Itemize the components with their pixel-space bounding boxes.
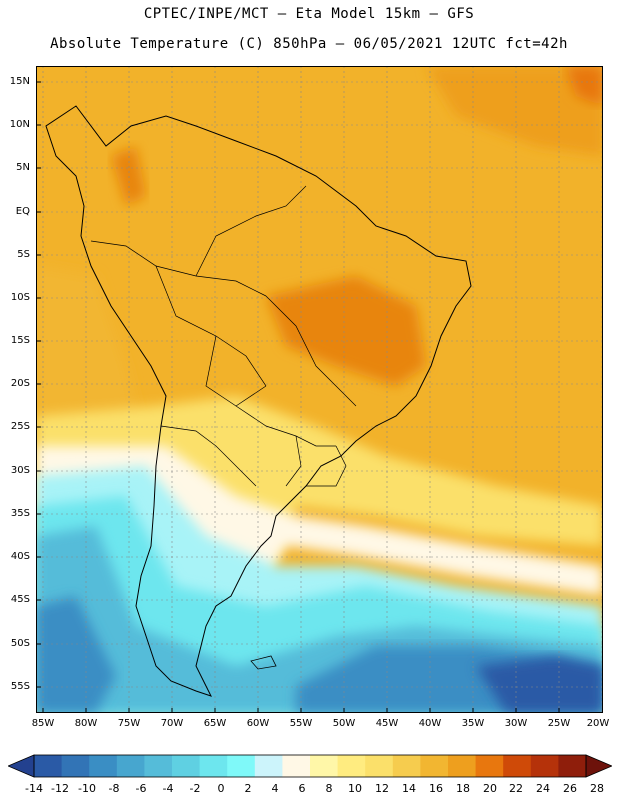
colorbar-label: 20 xyxy=(483,782,497,795)
colorbar-label: 4 xyxy=(271,782,279,795)
lon-label: 55W xyxy=(289,718,313,729)
lon-label: 35W xyxy=(461,718,485,729)
lat-label: 5S xyxy=(17,249,30,260)
lat-label: 50S xyxy=(10,638,30,649)
colorbar-cell xyxy=(34,755,63,777)
colorbar-label: -2 xyxy=(189,782,201,795)
colorbar-label: -6 xyxy=(135,782,147,795)
coldest-region xyxy=(476,656,603,713)
colorbar-outline xyxy=(8,754,612,778)
colorbar-label: -14 xyxy=(25,782,43,795)
title-line-1: CPTEC/INPE/MCT – Eta Model 15km – GFS xyxy=(143,6,475,22)
colorbar xyxy=(8,754,612,778)
warm-region-northeast xyxy=(426,66,603,156)
falkland-islands xyxy=(250,655,277,670)
lon-label: 85W xyxy=(31,718,55,729)
lat-label: 40S xyxy=(10,551,30,562)
temperature-map xyxy=(36,66,603,713)
lat-label: 5N xyxy=(16,162,30,173)
colorbar-label: 24 xyxy=(536,782,550,795)
colorbar-cell xyxy=(172,755,201,777)
colorbar-arrow-low xyxy=(8,755,34,777)
colorbar-cell xyxy=(530,755,559,777)
warm-region-brazil xyxy=(266,276,426,386)
colorbar-label: 6 xyxy=(298,782,306,795)
lon-label: 25W xyxy=(547,718,571,729)
colorbar-cell xyxy=(503,755,532,777)
lat-label: 55S xyxy=(10,681,30,692)
colorbar-label: 14 xyxy=(402,782,416,795)
lat-label: 10N xyxy=(9,119,30,130)
colorbar-cell xyxy=(310,755,339,777)
colorbar-cell xyxy=(61,755,90,777)
colorbar-cell xyxy=(199,755,228,777)
lat-label: 25S xyxy=(10,421,30,432)
map-frame xyxy=(36,66,603,713)
colorbar-cell xyxy=(337,755,366,777)
colorbar-label: -4 xyxy=(162,782,174,795)
lon-label: 80W xyxy=(74,718,98,729)
colorbar-label: 22 xyxy=(509,782,523,795)
lon-label: 20W xyxy=(586,718,610,729)
lat-label: 35S xyxy=(10,508,30,519)
colorbar-label: 26 xyxy=(563,782,577,795)
hot-region-northeast xyxy=(566,66,603,106)
lon-label: 45W xyxy=(375,718,399,729)
lon-label: 50W xyxy=(332,718,356,729)
lat-label: EQ xyxy=(15,206,30,217)
colorbar-cell xyxy=(144,755,173,777)
lon-label: 40W xyxy=(418,718,442,729)
colorbar-label: 10 xyxy=(348,782,362,795)
colorbar-arrow-high xyxy=(586,755,612,777)
colorbar-label: 0 xyxy=(217,782,225,795)
colorbar-cell xyxy=(365,755,394,777)
colorbar-cell xyxy=(420,755,449,777)
colorbar-cell xyxy=(254,755,283,777)
warm-region-colombia xyxy=(111,146,146,206)
axis-ticks xyxy=(36,81,560,713)
colorbar-cell xyxy=(89,755,118,777)
lat-label: 45S xyxy=(10,594,30,605)
colorbar-cell xyxy=(475,755,504,777)
cold-region-southwest xyxy=(36,596,116,713)
colorbar-label: 8 xyxy=(325,782,333,795)
colorbar-label: 18 xyxy=(456,782,470,795)
colorbar-label: 12 xyxy=(375,782,389,795)
lon-label: 75W xyxy=(117,718,141,729)
colorbar-cell xyxy=(116,755,145,777)
colorbar-label: 16 xyxy=(429,782,443,795)
colorbar-cell xyxy=(558,755,587,777)
colorbar-label: 2 xyxy=(244,782,252,795)
lon-label: 60W xyxy=(246,718,270,729)
pacific-region xyxy=(36,266,146,446)
colorbar-label: -10 xyxy=(78,782,96,795)
lat-label: 20S xyxy=(10,378,30,389)
country-borders xyxy=(90,185,357,487)
lat-label: 10S xyxy=(10,292,30,303)
lon-label: 70W xyxy=(160,718,184,729)
colorbar-cell xyxy=(392,755,421,777)
colorbar-label: -12 xyxy=(51,782,69,795)
colorbar-label: 28 xyxy=(590,782,604,795)
colorbar-cell xyxy=(448,755,477,777)
lat-label: 15S xyxy=(10,335,30,346)
title-line-2: Absolute Temperature (C) 850hPa – 06/05/… xyxy=(50,36,568,52)
colorbar-cell xyxy=(227,755,256,777)
lon-label: 65W xyxy=(203,718,227,729)
south-america-coastline xyxy=(45,105,472,697)
lon-label: 30W xyxy=(504,718,528,729)
lat-label: 15N xyxy=(9,76,30,87)
colorbar-cell xyxy=(282,755,311,777)
colorbar-label: -8 xyxy=(108,782,120,795)
lat-label: 30S xyxy=(10,465,30,476)
